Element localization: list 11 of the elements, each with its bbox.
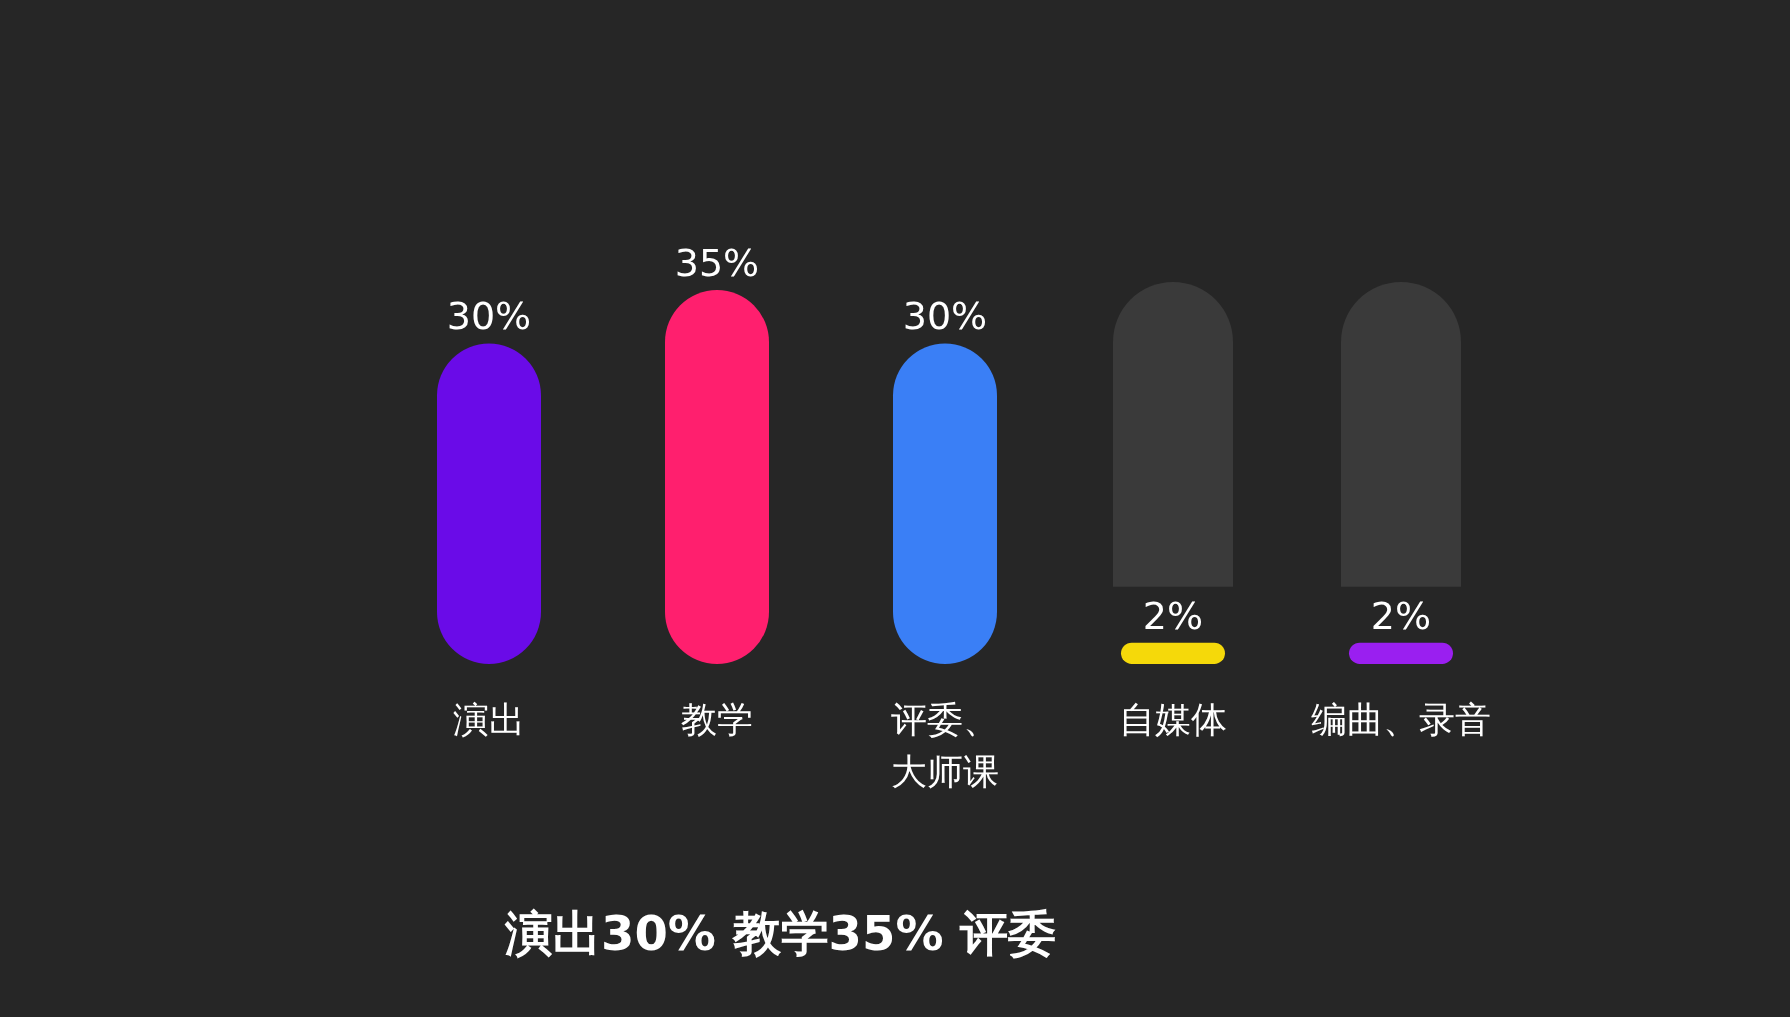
x-tick-label: 教学 xyxy=(681,699,753,740)
data-label: 2% xyxy=(1142,593,1204,638)
data-label: 30% xyxy=(902,294,988,339)
data-label: 30% xyxy=(446,294,532,339)
text: 演出30% 教学35% 评委 xyxy=(504,905,1057,961)
x-tick-label: 评委、大师课 xyxy=(891,699,999,792)
x-tick-label: 编曲、录音 xyxy=(1311,699,1491,740)
data-label: 2% xyxy=(1370,593,1432,638)
data-label: 35% xyxy=(674,241,760,285)
x-tick-label: 自媒体 xyxy=(1119,699,1227,740)
x-tick-label: 演出 xyxy=(453,699,525,740)
